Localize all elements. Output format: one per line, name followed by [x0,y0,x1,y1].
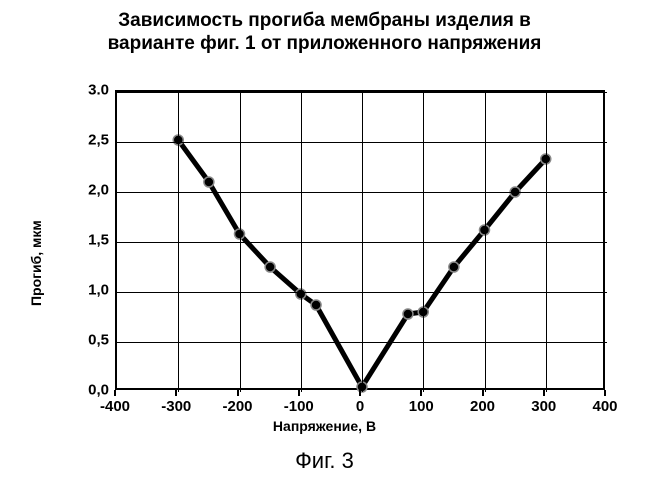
gridline-v [240,92,241,392]
y-tick-label: 2,0 [79,182,109,199]
gridline-v [362,92,363,392]
x-tick-mark [543,390,545,396]
x-tick-label: 300 [531,398,556,415]
y-tick-label: 2,5 [79,132,109,149]
x-tick-label: 100 [409,398,434,415]
gridline-v [485,92,486,392]
x-tick-label: -300 [161,398,191,415]
x-tick-mark [298,390,300,396]
x-tick-mark [482,390,484,396]
x-tick-label: -100 [284,398,314,415]
x-tick-label: 0 [356,398,364,415]
y-tick-label: 1,5 [79,232,109,249]
x-tick-mark [604,390,606,396]
chart-title: Зависимость прогиба мембраны изделия в в… [0,10,649,56]
y-axis-label: Прогиб, мкм [28,220,44,306]
plot-area [115,90,605,390]
chart-container: Зависимость прогиба мембраны изделия в в… [0,0,649,500]
x-tick-label: -400 [100,398,130,415]
x-axis-label: Напряжение, В [0,418,649,434]
gridline-v [178,92,179,392]
x-tick-mark [359,390,361,396]
data-point-marker [311,300,321,310]
x-tick-mark [175,390,177,396]
x-tick-label: 200 [470,398,495,415]
y-tick-label: 3.0 [79,82,109,99]
y-tick-label: 0,5 [79,332,109,349]
y-tick-label: 1,0 [79,282,109,299]
data-point-marker [204,177,214,187]
x-tick-mark [420,390,422,396]
gridline-v [546,92,547,392]
data-point-marker [403,309,413,319]
figure-caption: Фиг. 3 [0,448,649,474]
x-tick-mark [114,390,116,396]
data-point-marker [449,262,459,272]
x-tick-label: 400 [592,398,617,415]
gridline-v [423,92,424,392]
x-tick-mark [237,390,239,396]
gridline-v [301,92,302,392]
x-tick-label: -200 [222,398,252,415]
y-tick-label: 0,0 [79,382,109,399]
data-point-marker [265,262,275,272]
